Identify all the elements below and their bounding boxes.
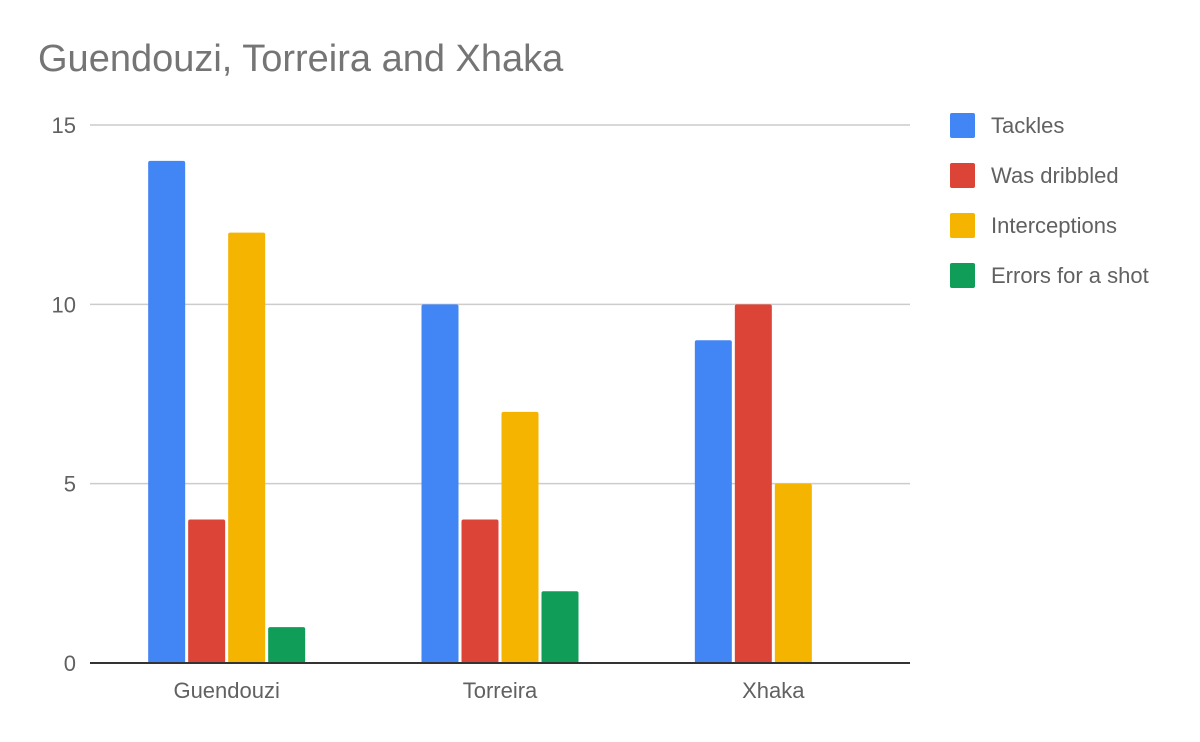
- x-tick-label: Guendouzi: [173, 678, 279, 703]
- legend-swatch: [950, 213, 975, 238]
- bar: [694, 340, 732, 663]
- legend-label: Tackles: [991, 113, 1064, 138]
- chart-title: Guendouzi, Torreira and Xhaka: [38, 38, 564, 80]
- legend-swatch: [950, 163, 975, 188]
- bar: [148, 160, 186, 663]
- x-tick-label: Xhaka: [742, 678, 805, 703]
- legend-label: Interceptions: [991, 213, 1117, 238]
- bar: [228, 232, 266, 663]
- bar: [774, 483, 812, 663]
- legend-swatch: [950, 263, 975, 288]
- gridlines: [90, 124, 910, 485]
- y-tick-label: 5: [64, 472, 76, 497]
- x-tick-label: Torreira: [463, 678, 538, 703]
- legend-label: Errors for a shot: [991, 263, 1149, 288]
- y-tick-label: 15: [52, 113, 76, 138]
- legend-label: Was dribbled: [991, 163, 1119, 188]
- axes: 0 5 10 15 Guendouzi Torreira Xhaka: [52, 113, 910, 703]
- bar: [734, 304, 772, 663]
- bar: [188, 519, 226, 663]
- bars: [148, 160, 812, 663]
- y-tick-label: 10: [52, 292, 76, 317]
- legend: Tackles Was dribbled Interceptions Errors f…: [950, 113, 1149, 288]
- legend-swatch: [950, 113, 975, 138]
- bar: [541, 591, 579, 663]
- bar: [461, 519, 499, 663]
- y-tick-label: 0: [64, 651, 76, 676]
- bar: [268, 627, 306, 663]
- bar: [501, 411, 539, 663]
- bar: [421, 304, 459, 663]
